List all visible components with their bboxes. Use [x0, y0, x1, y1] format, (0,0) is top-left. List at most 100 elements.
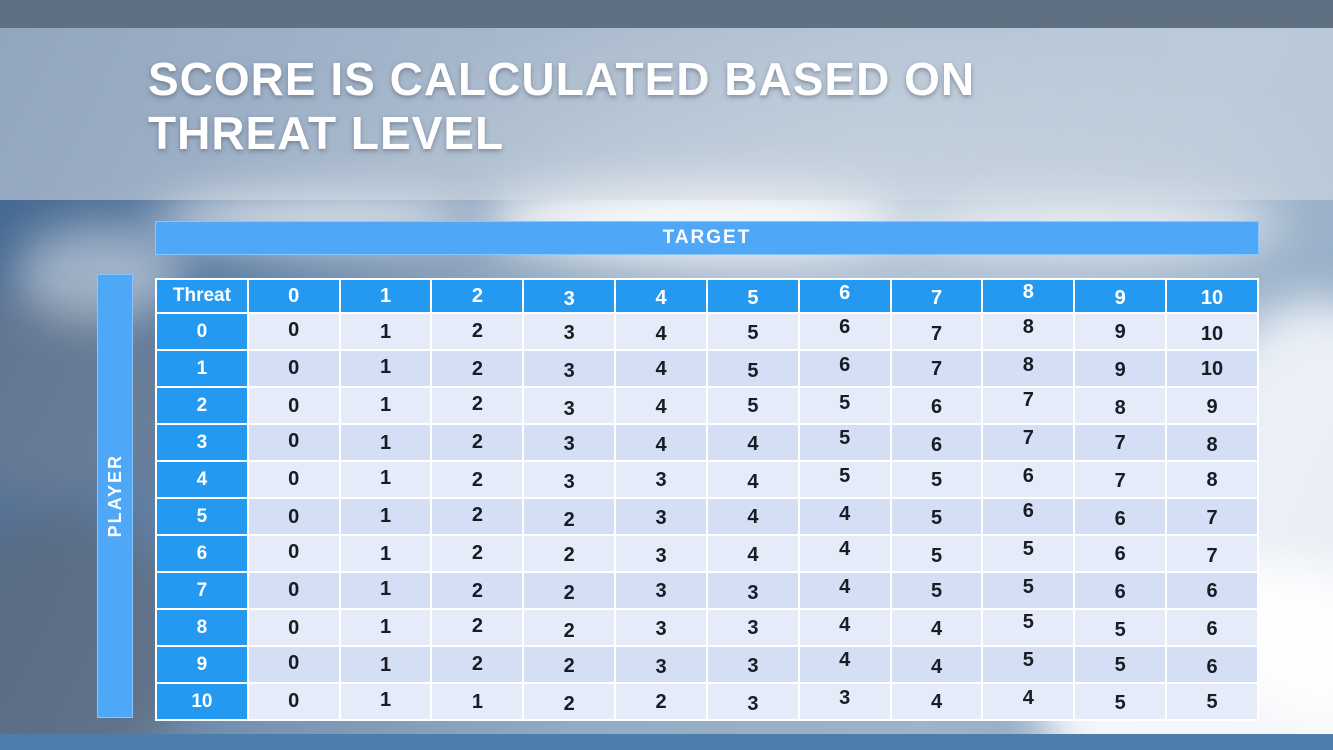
score-value: 4	[839, 576, 851, 598]
score-cell-10-5: 3	[705, 682, 800, 721]
score-cell-9-3: 2	[522, 645, 617, 684]
title-band: SCORE IS CALCULATED BASED ON THREAT LEVE…	[0, 28, 1333, 200]
score-value: 4	[839, 649, 851, 671]
score-value: 2	[471, 358, 483, 380]
score-cell-5-10: 7	[1165, 497, 1259, 536]
score-cell-0-0: 0	[246, 312, 341, 351]
score-value: 7	[930, 358, 943, 380]
score-value: 4	[930, 618, 943, 640]
score-cell-6-7: 5	[889, 534, 984, 573]
score-cell-1-8: 8	[981, 349, 1076, 388]
score-cell-8-4: 3	[614, 608, 708, 647]
row-header-1: 1	[155, 349, 249, 388]
score-cell-1-9: 9	[1073, 349, 1168, 388]
score-cell-8-1: 1	[338, 608, 433, 647]
score-value: 3	[655, 469, 667, 491]
row-header-10: 10	[155, 682, 249, 721]
column-header-label: 1	[380, 284, 392, 307]
column-header-5: 5	[705, 278, 800, 314]
score-value: 6	[1206, 656, 1218, 678]
score-cell-4-0: 0	[246, 460, 341, 499]
slide-title: SCORE IS CALCULATED BASED ON THREAT LEVE…	[148, 52, 975, 160]
score-value: 4	[747, 544, 759, 566]
score-cell-10-1: 1	[338, 682, 433, 721]
score-value: 1	[380, 654, 392, 676]
score-cell-4-9: 7	[1073, 460, 1168, 499]
score-cell-1-2: 2	[430, 349, 525, 388]
score-value: 5	[1206, 691, 1218, 713]
score-value: 1	[380, 394, 392, 416]
score-value: 0	[288, 319, 300, 341]
column-header-label: 10	[1200, 286, 1224, 309]
score-cell-6-0: 0	[246, 534, 341, 573]
score-cell-2-5: 5	[705, 386, 800, 425]
score-value: 2	[563, 620, 575, 642]
score-cell-3-6: 5	[797, 423, 892, 462]
score-value: 4	[655, 358, 667, 380]
score-value: 2	[471, 615, 483, 637]
score-cell-6-3: 2	[522, 534, 617, 573]
score-value: 4	[839, 503, 851, 525]
score-value: 0	[288, 541, 300, 563]
score-value: 4	[839, 538, 851, 560]
score-cell-7-1: 1	[338, 571, 433, 610]
score-cell-0-3: 3	[522, 312, 617, 351]
score-value: 2	[471, 542, 483, 564]
score-cell-1-4: 4	[614, 349, 708, 388]
row-header-3: 3	[155, 423, 249, 462]
score-value: 3	[747, 582, 759, 604]
score-value: 1	[380, 432, 392, 454]
score-value: 5	[1114, 692, 1126, 714]
score-cell-5-5: 4	[705, 497, 800, 536]
matrix-row-8: 8 0 1 2 2 3 3 4 4 5 5 6	[155, 608, 1259, 647]
score-cell-0-8: 8	[981, 312, 1076, 351]
score-value: 6	[839, 316, 851, 338]
score-value: 4	[747, 433, 759, 455]
score-cell-8-3: 2	[522, 608, 617, 647]
score-cell-10-6: 3	[797, 682, 892, 721]
score-value: 1	[380, 689, 392, 711]
row-header-label: 0	[196, 320, 208, 342]
score-value: 5	[839, 427, 851, 449]
score-value: 7	[1114, 432, 1126, 454]
score-value: 0	[288, 468, 300, 490]
score-cell-6-4: 3	[614, 534, 708, 573]
score-value: 4	[1022, 687, 1034, 709]
score-cell-9-8: 5	[981, 645, 1076, 684]
matrix-row-7: 7 0 1 2 2 3 3 4 5 5 6 6	[155, 571, 1259, 610]
score-cell-8-6: 4	[797, 608, 892, 647]
score-value: 5	[747, 322, 759, 344]
score-value: 7	[1206, 507, 1218, 529]
score-value: 3	[747, 655, 759, 677]
row-header-8: 8	[155, 608, 249, 647]
score-value: 7	[1022, 427, 1034, 449]
score-cell-4-8: 6	[981, 460, 1076, 499]
score-value: 6	[930, 434, 943, 456]
score-value: 1	[380, 505, 392, 527]
score-value: 5	[747, 360, 759, 382]
score-cell-3-3: 3	[522, 423, 617, 462]
score-value: 4	[747, 506, 759, 528]
column-header-8: 8	[981, 278, 1076, 314]
score-value: 8	[1022, 354, 1034, 376]
slide-title-line1: SCORE IS CALCULATED BASED ON	[148, 53, 976, 105]
score-value: 10	[1200, 358, 1224, 380]
score-value: 4	[655, 323, 667, 345]
score-cell-9-2: 2	[430, 645, 525, 684]
score-cell-5-4: 3	[614, 497, 708, 536]
score-cell-4-4: 3	[614, 460, 708, 499]
score-cell-2-6: 5	[797, 386, 892, 425]
score-matrix-table: Threat 0 1 2 3 4 5 6 7 8 9 10 0 0 1 2 3 4 5 6 7 8 9 10 1 0 1 2 3 4 5…	[155, 278, 1259, 721]
score-value: 1	[380, 543, 392, 565]
score-value: 1	[380, 467, 392, 489]
score-value: 7	[1114, 470, 1126, 492]
row-header-label: 6	[196, 542, 208, 564]
column-header-2: 2	[430, 278, 525, 314]
score-cell-7-2: 2	[430, 571, 525, 610]
score-cell-9-7: 4	[889, 645, 984, 684]
score-cell-8-9: 5	[1073, 608, 1168, 647]
score-value: 4	[655, 434, 667, 456]
score-value: 5	[1022, 649, 1034, 671]
score-value: 1	[380, 578, 392, 600]
